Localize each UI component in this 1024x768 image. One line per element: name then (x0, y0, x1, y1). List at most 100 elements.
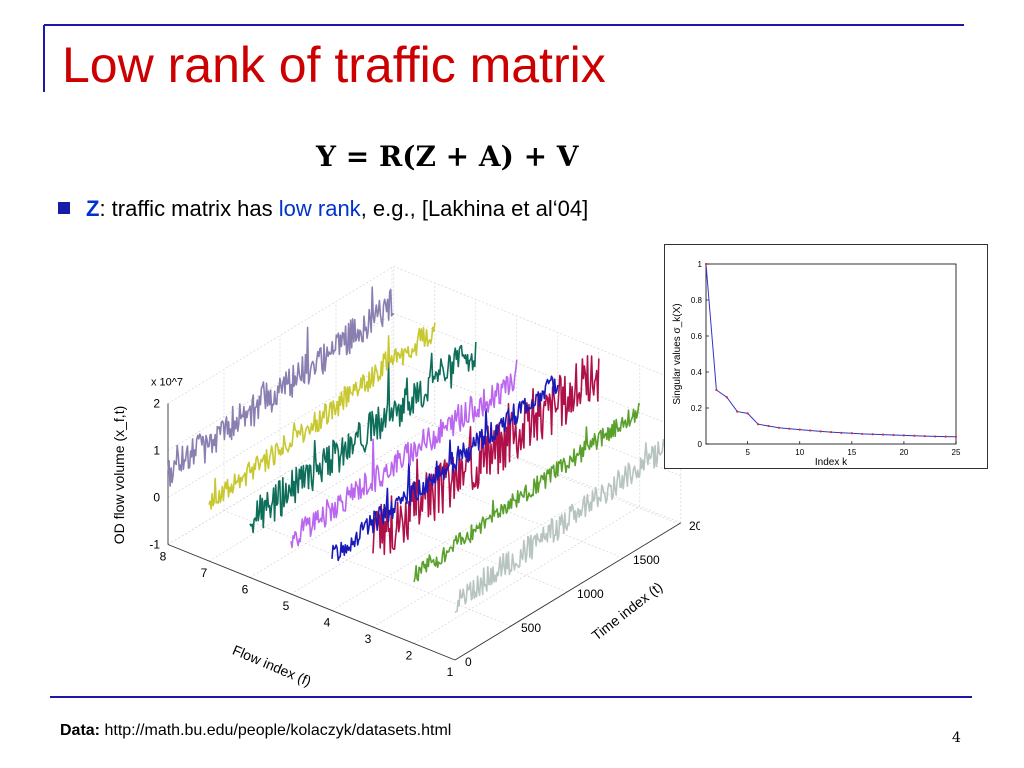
inset-series (704, 262, 958, 438)
singular-value-point (840, 431, 843, 434)
grid-line (167, 266, 394, 404)
grid-line (279, 476, 568, 593)
singular-value-point (809, 429, 812, 432)
z-tick-label: 1 (153, 444, 160, 458)
grid-line (208, 423, 435, 562)
flow-tick-label: 1 (447, 665, 454, 679)
time-tick-label: 2000 (689, 519, 700, 533)
inset-y-tick-label: 0.2 (691, 404, 703, 413)
bullet-highlight: low rank (278, 196, 361, 221)
flow-series-2 (413, 403, 640, 583)
singular-value-point (756, 423, 760, 426)
footer-source: Data: http://math.bu.edu/people/kolaczyk… (60, 722, 451, 740)
flow-tick-label: 5 (283, 599, 290, 613)
singular-value-point (934, 435, 937, 438)
singular-value-point (725, 396, 728, 399)
singular-value-point (767, 424, 770, 428)
singular-value-point (902, 434, 906, 437)
flow-series-8 (167, 286, 395, 487)
bullet-term: Z (86, 196, 100, 221)
singular-value-point (892, 433, 895, 437)
singular-value-point (746, 412, 749, 415)
bullet-item: Z: traffic matrix has low rank, e.g., [L… (58, 196, 588, 222)
grid-line (393, 313, 681, 430)
bullet-text-before: : traffic matrix has (99, 196, 279, 221)
header-frame (43, 24, 964, 92)
flow-series-7 (208, 322, 436, 510)
equation: Y = R(Z + A) + V (316, 140, 579, 173)
singular-value-point (954, 435, 958, 438)
grid-line (167, 407, 394, 545)
singular-value-point (913, 434, 916, 437)
grid-line (223, 510, 512, 627)
z-axis-label: OD flow volume (x_f,t) (111, 406, 127, 544)
singular-value-point (944, 435, 947, 438)
inset-y-tick-label: 0.4 (691, 368, 703, 377)
flow-tick-label: 7 (201, 566, 208, 580)
singular-value-point (881, 433, 885, 436)
time-tick-label: 1500 (633, 553, 660, 567)
flow-series-5 (290, 359, 518, 549)
singular-value-point (704, 262, 708, 266)
inset-x-tick-label: 20 (899, 448, 908, 457)
footer-url[interactable]: http://math.bu.edu/people/kolaczyk/datas… (104, 722, 452, 739)
inset-y-tick-label: 0.6 (691, 332, 703, 341)
singular-value-point (777, 426, 781, 429)
singular-value-point (829, 431, 833, 434)
flow-tick-label: 4 (324, 616, 331, 630)
grid-line (372, 489, 599, 628)
flow-series-4 (331, 375, 559, 562)
grid-line (393, 360, 681, 477)
z-scale-label: x 10^7 (151, 377, 183, 389)
inset-x-tick-label: 5 (745, 448, 750, 457)
footer-label: Data: (60, 722, 101, 739)
inset-x-tick-label: 25 (952, 448, 961, 457)
z-tick-label: -1 (149, 538, 160, 552)
flow-series-6 (249, 341, 477, 534)
singular-value-point (923, 434, 926, 438)
singular-value-point (798, 428, 801, 431)
bullet-text-after: , e.g., [Lakhina et al‘04] (360, 196, 589, 221)
flow-tick-label: 8 (160, 550, 167, 564)
flow-series-1 (454, 428, 682, 613)
slide-title: Low rank of traffic matrix (62, 37, 606, 93)
flow-tick-label: 6 (242, 583, 249, 597)
singular-value-point (850, 432, 853, 435)
inset-y-tick-label: 0.8 (691, 296, 703, 305)
inset-x-axis-label: Index k (815, 457, 848, 468)
grid-line (413, 506, 640, 644)
singular-value-point (715, 388, 718, 392)
singular-value-point (861, 432, 864, 436)
singular-values-chart: 5 10 15 20 25 0 0.2 0.4 0.6 0.8 1 Index k Singular… (664, 244, 988, 469)
page-number: 4 (952, 730, 961, 746)
time-axis-line (454, 522, 682, 661)
grid-line (335, 442, 624, 559)
waterfall-axes (167, 266, 682, 661)
singular-value-point (871, 433, 874, 436)
flow-tick-label: 3 (365, 632, 372, 646)
time-tick-label: 500 (521, 621, 541, 635)
inset-y-tick-label: 0 (698, 440, 703, 449)
flow-tick-label: 2 (406, 649, 413, 663)
singular-value-point (788, 427, 791, 430)
grid-line (249, 440, 476, 578)
inset-plot-area (705, 263, 957, 445)
singular-value-point (819, 430, 822, 433)
flow-axis-line (167, 544, 456, 661)
bullet-square-icon (58, 202, 70, 214)
singular-value-point (736, 410, 739, 413)
inset-ticks: 5 10 15 20 25 0 0.2 0.4 0.6 0.8 1 (691, 260, 961, 457)
flow-axis-label: Flow index (f) (230, 642, 314, 690)
waterfall-series (167, 286, 682, 613)
time-tick-label: 1000 (577, 587, 604, 601)
footer-frame (50, 696, 972, 698)
z-tick-label: 0 (153, 491, 160, 505)
grid-line (393, 266, 681, 383)
inset-y-tick-label: 1 (698, 260, 703, 269)
inset-x-tick-label: 10 (795, 448, 804, 457)
time-tick-label: 0 (465, 655, 472, 669)
inset-y-axis-label: Singular values σ_k(X) (672, 303, 683, 404)
z-tick-label: 2 (153, 397, 160, 411)
